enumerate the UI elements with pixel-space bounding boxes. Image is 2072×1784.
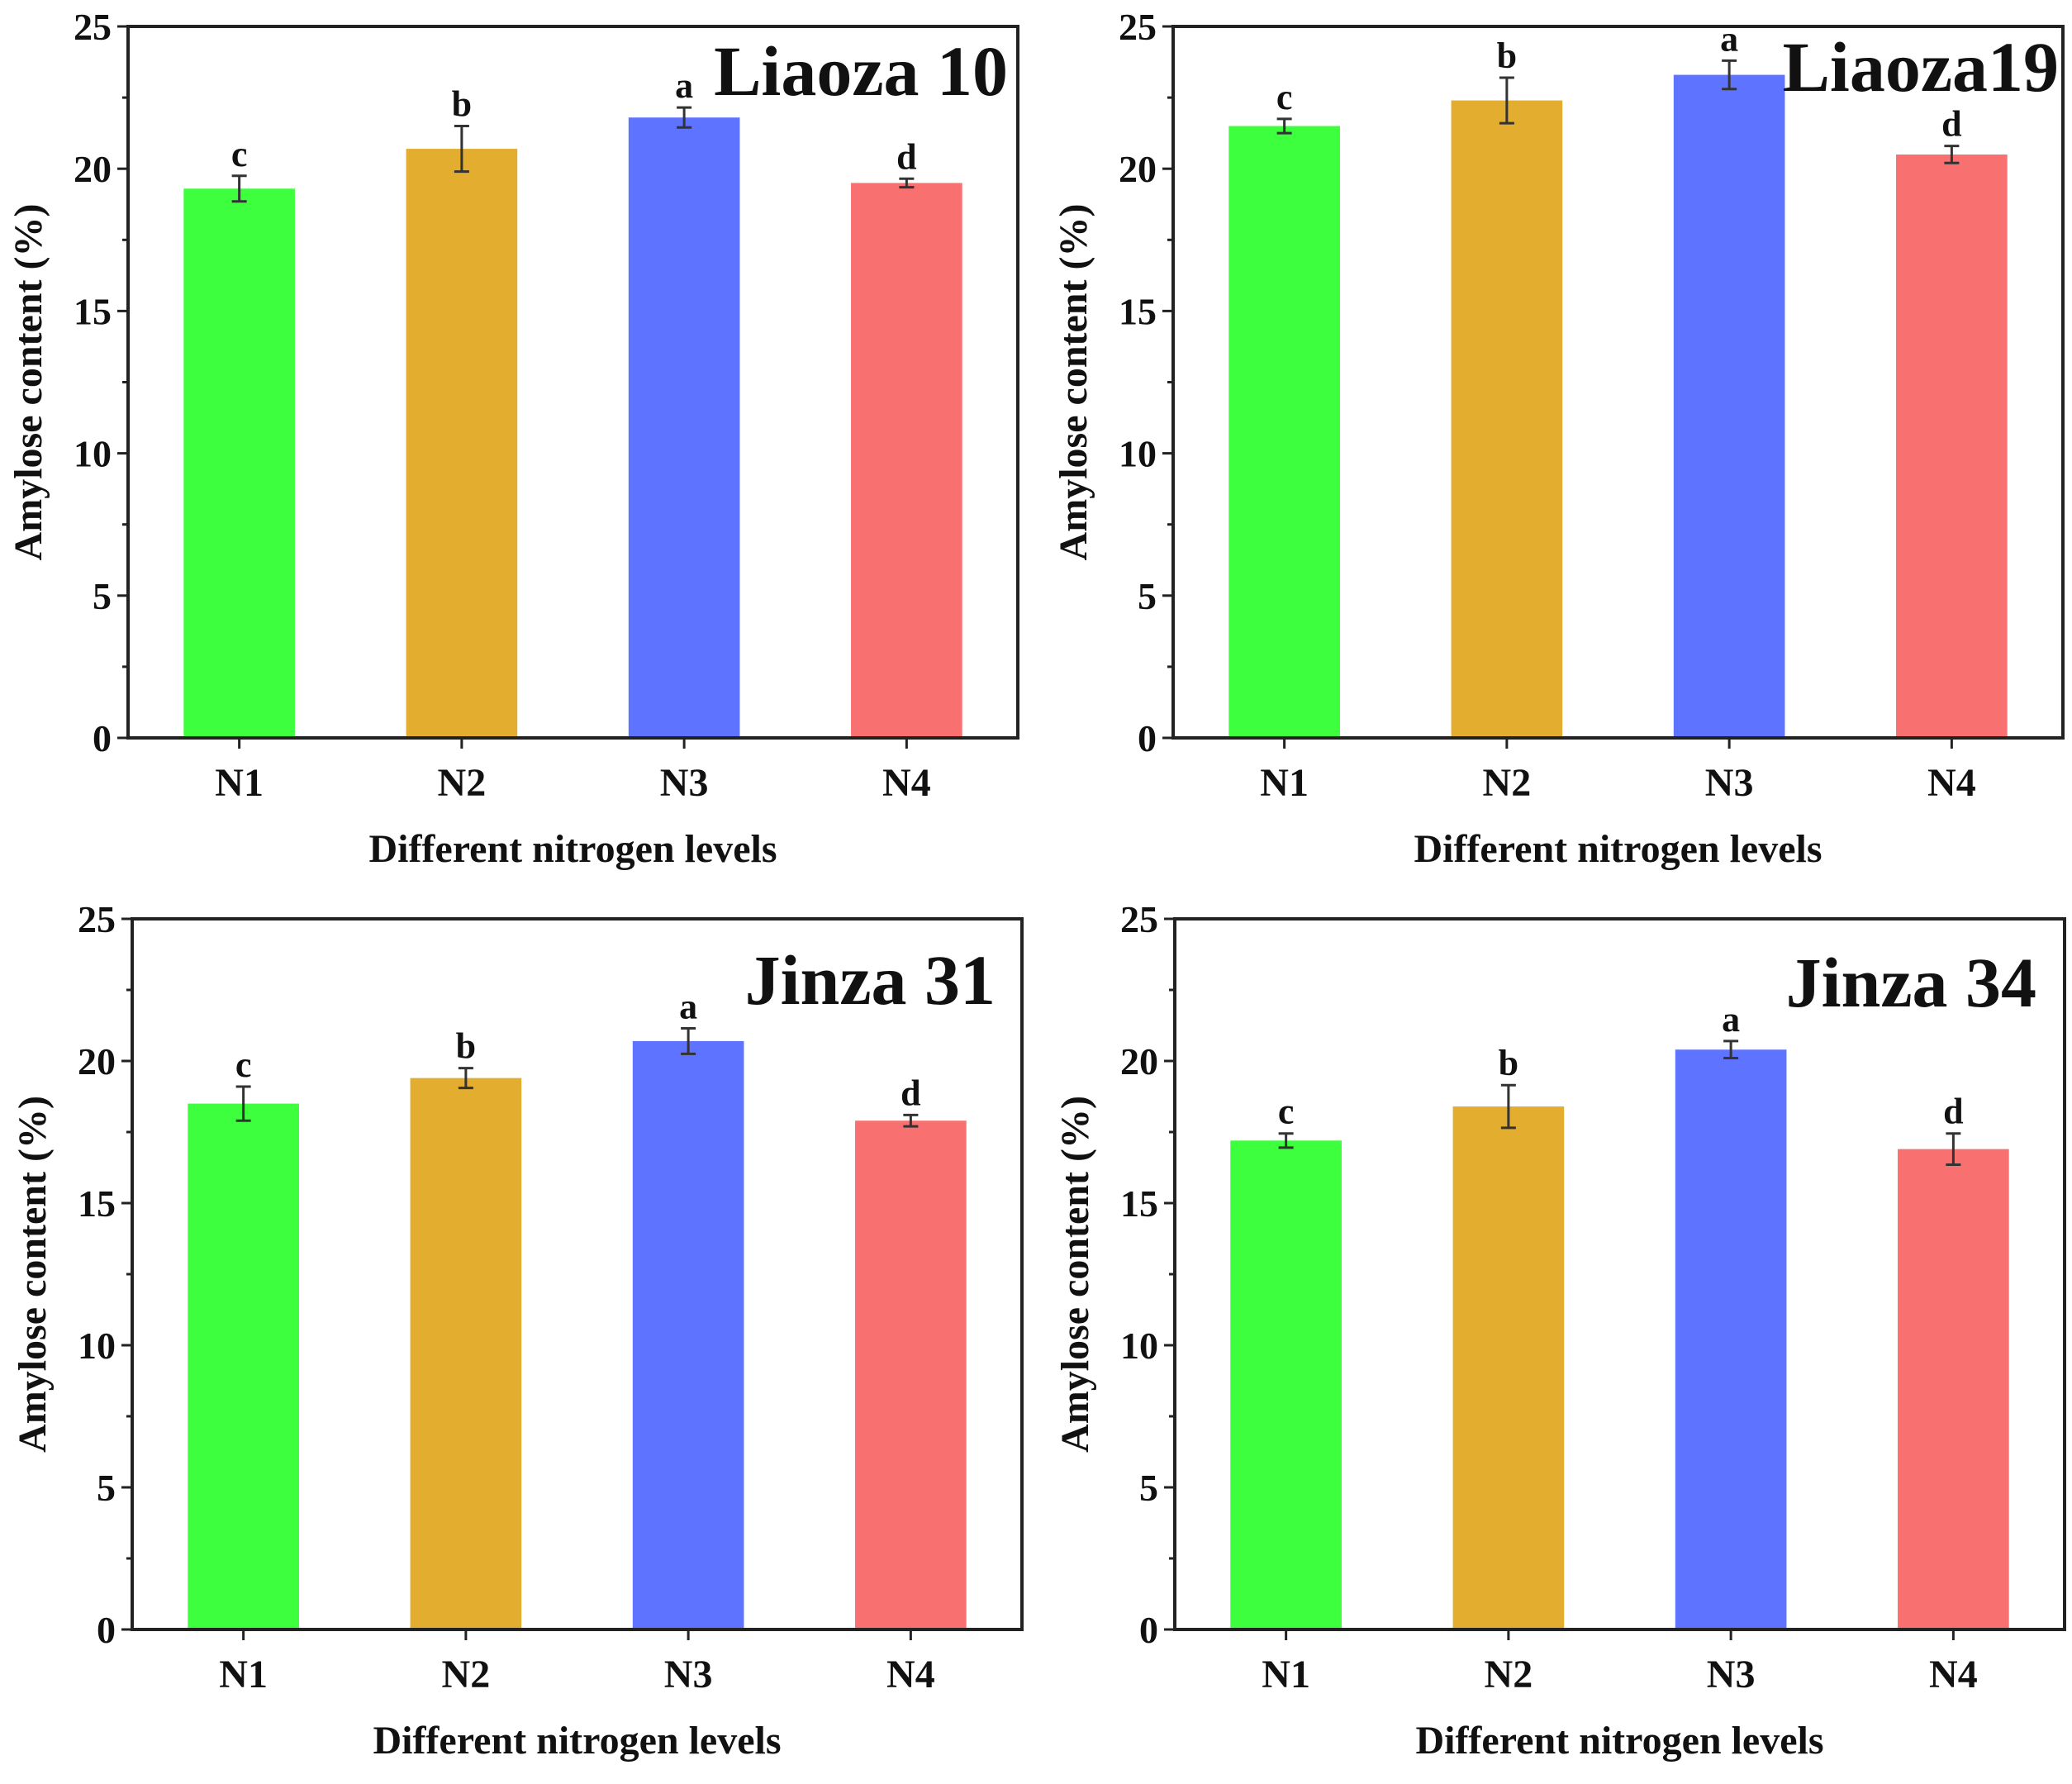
y-tick-label: 0 bbox=[93, 717, 112, 759]
y-tick-label: 0 bbox=[1138, 717, 1157, 759]
y-tick-label: 0 bbox=[1139, 1609, 1158, 1651]
significance-letter: d bbox=[1943, 1092, 1963, 1132]
chart-panel-3: c N1 b N2 a N3 d N4 0 5 10 15 20 25 Different nitrogen… bbox=[11, 898, 1024, 1763]
x-tick-label: N4 bbox=[1929, 1653, 1978, 1696]
chart-panel-4: c N1 b N2 a N3 d N4 0 5 10 15 20 25 Different nitrogen… bbox=[1053, 898, 2066, 1763]
bar-n1 bbox=[188, 1103, 299, 1629]
y-tick-label: 0 bbox=[97, 1609, 116, 1651]
bar-n1 bbox=[183, 188, 295, 739]
y-tick-label: 5 bbox=[93, 575, 112, 617]
x-tick-label: N3 bbox=[664, 1653, 713, 1696]
significance-letter: d bbox=[896, 136, 916, 177]
y-tick-label: 10 bbox=[78, 1325, 116, 1367]
x-tick-label: N4 bbox=[1927, 761, 1976, 805]
x-axis-title: Different nitrogen levels bbox=[368, 827, 777, 871]
y-tick-label: 5 bbox=[97, 1467, 116, 1509]
plot-frame bbox=[131, 917, 1024, 1631]
bar-n2 bbox=[406, 149, 518, 739]
y-tick-label: 25 bbox=[78, 898, 116, 940]
y-axis-title: Amylose content (%) bbox=[1053, 1096, 1097, 1453]
bar-n4 bbox=[851, 183, 962, 739]
bar-n1 bbox=[1230, 1140, 1342, 1629]
significance-letter: d bbox=[901, 1073, 920, 1113]
bar-n4 bbox=[1896, 154, 2008, 739]
significance-letter: b bbox=[452, 84, 472, 125]
bar-n2 bbox=[410, 1078, 522, 1629]
y-tick-label: 10 bbox=[1119, 433, 1157, 475]
significance-letter: c bbox=[231, 134, 248, 174]
x-tick-label: N2 bbox=[1483, 761, 1532, 805]
x-tick-label: N3 bbox=[1705, 761, 1754, 805]
panel-title: Liaoza 10 bbox=[714, 31, 1008, 111]
significance-letter: d bbox=[1941, 104, 1961, 145]
x-tick-label: N1 bbox=[219, 1653, 268, 1696]
y-tick-label: 20 bbox=[74, 148, 112, 190]
x-axis-title: Different nitrogen levels bbox=[373, 1719, 781, 1763]
chart-panel-1: c N1 b N2 a N3 d N4 0 5 10 15 20 25 Different nitrogen… bbox=[7, 6, 1019, 871]
significance-letter: b bbox=[1499, 1043, 1518, 1083]
y-tick-label: 15 bbox=[74, 290, 112, 332]
panel-title: Liaoza19 bbox=[1783, 27, 2059, 107]
y-axis-title: Amylose content (%) bbox=[7, 204, 50, 561]
significance-letter: a bbox=[675, 65, 693, 106]
y-tick-label: 20 bbox=[1120, 1040, 1158, 1082]
bar-n2 bbox=[1451, 100, 1563, 738]
panel-title: Jinza 34 bbox=[1786, 943, 2036, 1022]
bar-n2 bbox=[1452, 1106, 1565, 1629]
y-tick-label: 20 bbox=[1119, 148, 1157, 190]
x-tick-label: N1 bbox=[1262, 1653, 1310, 1696]
x-tick-label: N3 bbox=[660, 761, 709, 805]
x-axis-title: Different nitrogen levels bbox=[1414, 827, 1822, 871]
significance-letter: c bbox=[1278, 1092, 1295, 1132]
bar-n3 bbox=[628, 117, 740, 738]
plot-frame bbox=[1173, 917, 2066, 1631]
y-tick-label: 5 bbox=[1139, 1467, 1158, 1509]
x-tick-label: N4 bbox=[886, 1653, 935, 1696]
y-tick-label: 15 bbox=[78, 1182, 116, 1225]
plot-frame bbox=[126, 25, 1019, 740]
x-tick-label: N4 bbox=[882, 761, 931, 805]
significance-letter: b bbox=[456, 1026, 476, 1067]
bar-n3 bbox=[632, 1040, 744, 1629]
y-axis-title: Amylose content (%) bbox=[11, 1096, 55, 1453]
y-axis-title: Amylose content (%) bbox=[1052, 204, 1095, 561]
bar-n4 bbox=[1898, 1149, 2009, 1629]
significance-letter: c bbox=[235, 1044, 252, 1085]
x-axis-title: Different nitrogen levels bbox=[1415, 1719, 1823, 1763]
y-tick-label: 10 bbox=[74, 433, 112, 475]
bar-n1 bbox=[1228, 126, 1340, 739]
significance-letter: a bbox=[1722, 999, 1740, 1039]
x-tick-label: N1 bbox=[215, 761, 264, 805]
significance-letter: c bbox=[1276, 77, 1293, 117]
bar-n3 bbox=[1673, 74, 1785, 739]
y-tick-label: 5 bbox=[1138, 575, 1157, 617]
y-tick-label: 15 bbox=[1119, 290, 1157, 332]
y-tick-label: 15 bbox=[1120, 1182, 1158, 1225]
x-tick-label: N3 bbox=[1707, 1653, 1756, 1696]
significance-letter: a bbox=[1720, 18, 1738, 59]
chart-panel-2: c N1 b N2 a N3 d N4 0 5 10 15 20 25 Different nitrogen… bbox=[1052, 6, 2065, 871]
x-tick-label: N2 bbox=[1485, 1653, 1533, 1696]
y-tick-label: 20 bbox=[78, 1040, 116, 1082]
plot-frame bbox=[1171, 25, 2065, 740]
y-tick-label: 25 bbox=[74, 6, 112, 48]
x-tick-label: N1 bbox=[1260, 761, 1309, 805]
bar-n4 bbox=[855, 1120, 967, 1629]
panel-title: Jinza 31 bbox=[745, 940, 996, 1020]
significance-letter: b bbox=[1497, 36, 1517, 76]
x-tick-label: N2 bbox=[442, 1653, 491, 1696]
x-tick-label: N2 bbox=[438, 761, 487, 805]
y-tick-label: 10 bbox=[1120, 1325, 1158, 1367]
bar-n3 bbox=[1675, 1049, 1787, 1629]
y-tick-label: 25 bbox=[1119, 6, 1157, 48]
y-tick-label: 25 bbox=[1120, 898, 1158, 940]
significance-letter: a bbox=[679, 986, 697, 1026]
